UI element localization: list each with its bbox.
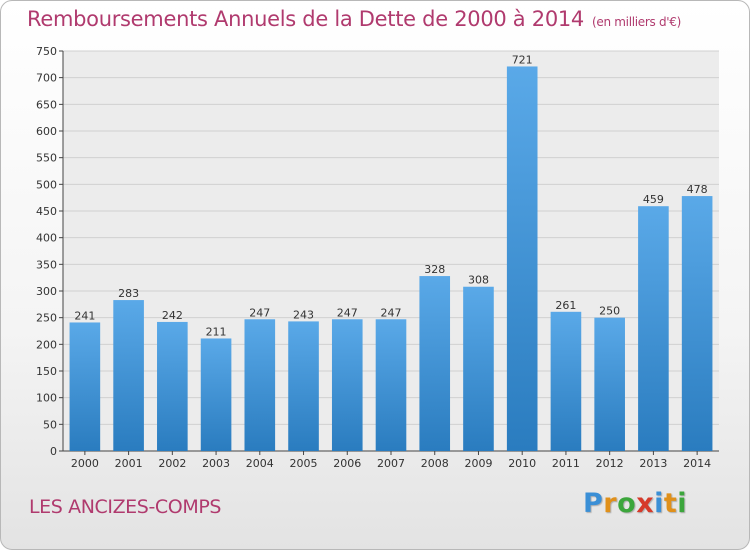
- chart-title: Remboursements Annuels de la Dette de 20…: [27, 7, 681, 31]
- bar-2005: [288, 321, 319, 451]
- x-tick-label: 2013: [639, 457, 667, 470]
- bar-2007: [375, 319, 407, 451]
- bar-2011: [550, 311, 582, 451]
- y-tick-label: 700: [36, 72, 57, 85]
- data-label-2002: 242: [162, 309, 183, 322]
- x-tick-label: 2007: [377, 457, 405, 470]
- data-label-2013: 459: [643, 193, 664, 206]
- x-tick-label: 2011: [552, 457, 580, 470]
- bar-2013: [638, 206, 669, 451]
- y-tick-label: 450: [36, 205, 57, 218]
- bar-2009: [463, 286, 494, 451]
- data-label-2006: 247: [337, 306, 358, 319]
- logo-letter: P: [583, 488, 604, 519]
- y-tick-label: 600: [36, 125, 57, 138]
- x-tick-label: 2010: [508, 457, 536, 470]
- y-tick-label: 50: [43, 418, 57, 431]
- bars: [69, 66, 713, 451]
- y-tick-label: 350: [36, 258, 57, 271]
- x-tick-label: 2012: [596, 457, 624, 470]
- y-tick-label: 750: [36, 45, 57, 58]
- y-tick-label: 250: [36, 312, 57, 325]
- x-tick-label: 2003: [202, 457, 230, 470]
- logo-letter: r: [603, 488, 618, 519]
- data-label-2012: 250: [599, 305, 620, 318]
- logo-letter: i: [677, 488, 688, 519]
- proxiti-logo[interactable]: Proxiti: [583, 488, 687, 519]
- y-tick-label: 150: [36, 365, 57, 378]
- data-label-2004: 247: [249, 306, 270, 319]
- bar-2002: [157, 321, 188, 451]
- y-tick-label: 500: [36, 178, 57, 191]
- x-tick-label: 2002: [158, 457, 186, 470]
- bar-2008: [419, 276, 451, 451]
- bar-2004: [244, 319, 276, 451]
- y-tick-label: 200: [36, 338, 57, 351]
- logo-letter: t: [663, 488, 678, 519]
- y-tick-label: 400: [36, 232, 57, 245]
- x-tick-label: 2008: [421, 457, 449, 470]
- y-tick-label: 650: [36, 98, 57, 111]
- bar-2010: [506, 66, 538, 451]
- city-name: LES ANCIZES-COMPS: [29, 496, 222, 518]
- title-text: Remboursements Annuels de la Dette de 20…: [27, 7, 584, 31]
- logo-letter: o: [617, 488, 637, 519]
- unit-label: (en milliers d'€): [592, 15, 682, 29]
- data-labels: 241 283 242 211 247 243 247 247 328 308 721 261 250 4…: [74, 53, 707, 338]
- bar-2014: [681, 196, 713, 451]
- x-tick-label: 2006: [333, 457, 361, 470]
- data-label-2001: 283: [118, 287, 139, 300]
- y-tick-label: 550: [36, 152, 57, 165]
- x-tick-label: 2009: [464, 457, 492, 470]
- y-tick-label: 300: [36, 285, 57, 298]
- data-label-2014: 478: [687, 183, 708, 196]
- axes: 0 50 100 150 200 250 300 350 400 450 500 550 600 650 7…: [36, 45, 719, 470]
- data-label-2010: 721: [512, 53, 533, 66]
- x-tick-label: 2004: [246, 457, 274, 470]
- bar-2012: [594, 317, 625, 451]
- bar-2003: [200, 338, 232, 451]
- data-label-2000: 241: [74, 309, 95, 322]
- data-label-2005: 243: [293, 308, 314, 321]
- logo-letter: x: [636, 488, 655, 519]
- bar-2000: [69, 322, 101, 451]
- logo-letter: i: [654, 488, 664, 519]
- y-tick-label: 0: [50, 445, 57, 458]
- x-tick-label: 2001: [115, 457, 143, 470]
- data-label-2009: 308: [468, 274, 489, 287]
- data-label-2003: 211: [206, 325, 227, 338]
- bar-2006: [331, 319, 363, 451]
- x-tick-label: 2014: [683, 457, 711, 470]
- x-tick-label: 2000: [71, 457, 99, 470]
- data-label-2011: 261: [555, 299, 576, 312]
- data-label-2007: 247: [381, 306, 402, 319]
- y-tick-label: 100: [36, 392, 57, 405]
- bar-2001: [113, 300, 144, 451]
- data-label-2008: 328: [424, 263, 445, 276]
- x-tick-label: 2005: [290, 457, 318, 470]
